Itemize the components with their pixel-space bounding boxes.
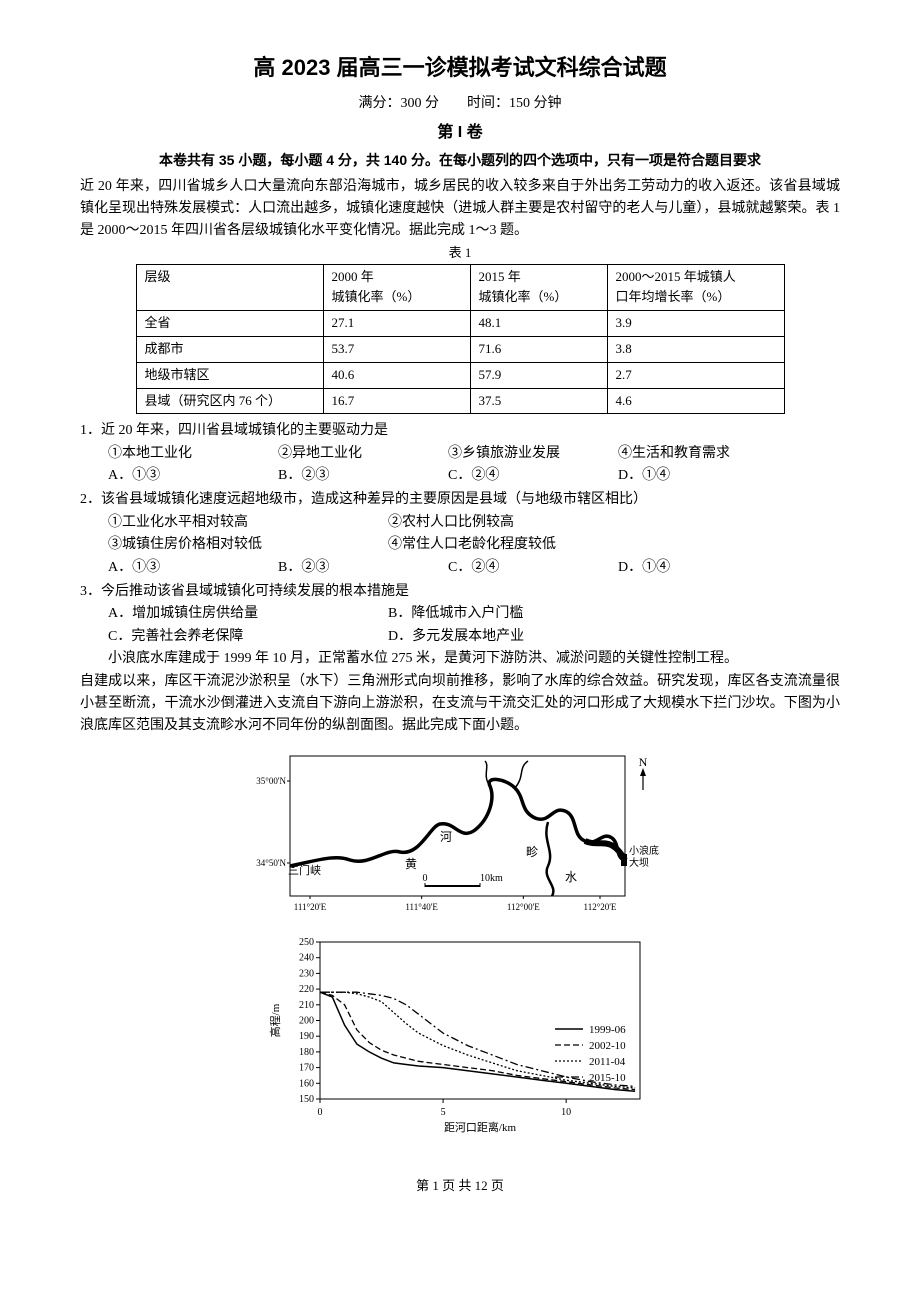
- svg-text:2002-10: 2002-10: [589, 1040, 626, 1052]
- svg-text:240: 240: [299, 953, 314, 964]
- svg-text:0: 0: [423, 873, 428, 884]
- th-growth: 2000～2015 年城镇人口年均增长率（%）: [607, 264, 784, 311]
- th-2000: 2000 年城镇化率（%）: [323, 264, 470, 311]
- svg-text:1999-06: 1999-06: [589, 1024, 626, 1036]
- svg-text:高程/m: 高程/m: [268, 1003, 282, 1037]
- q2-circle-2: ②农村人口比例较高: [388, 512, 668, 534]
- question-1: 1．近 20 年来，四川省县域城镇化的主要驱动力是 ①本地工业化 ②异地工业化 …: [80, 420, 840, 487]
- svg-text:大坝: 大坝: [629, 856, 649, 869]
- table-row: 层级 2000 年城镇化率（%） 2015 年城镇化率（%） 2000～2015…: [136, 264, 784, 311]
- svg-text:10km: 10km: [480, 873, 503, 884]
- q3-option-b: B．降低城市入户门槛: [388, 603, 668, 625]
- q2-option-c: C．②④: [448, 557, 618, 579]
- figure-area: 35°00'N 34°50'N 111°20'E 111°40'E 112°00'E 11…: [80, 746, 840, 1158]
- q2-circle-3: ③城镇住房价格相对较低: [108, 534, 388, 556]
- q1-option-d: D．①④: [618, 465, 788, 487]
- q2-circle-4: ④常住人口老龄化程度较低: [388, 534, 668, 556]
- q3-stem: 3．今后推动该省县域城镇化可持续发展的根本措施是: [80, 581, 840, 603]
- question-3: 3．今后推动该省县域城镇化可持续发展的根本措施是 A．增加城镇住房供给量 B．降…: [80, 581, 840, 648]
- passage-1: 近 20 年来，四川省城乡人口大量流向东部沿海城市，城乡居民的收入较多来自于外出…: [80, 176, 840, 243]
- page-title: 高 2023 届高三一诊模拟考试文科综合试题: [80, 50, 840, 85]
- passage-2: 小浪底水库建成于 1999 年 10 月，正常蓄水位 275 米，是黄河下游防洪…: [80, 648, 840, 738]
- q2-option-d: D．①④: [618, 557, 788, 579]
- question-2: 2．该省县域城镇化速度远超地级市，造成这种差异的主要原因是县域（与地级市辖区相比…: [80, 489, 840, 579]
- table-row: 成都市 53.7 71.6 3.8: [136, 336, 784, 362]
- page-footer: 第 1 页 共 12 页: [80, 1176, 840, 1197]
- svg-text:200: 200: [299, 1016, 314, 1027]
- q3-option-d: D．多元发展本地产业: [388, 626, 668, 648]
- table-row: 地级市辖区 40.6 57.9 2.7: [136, 362, 784, 388]
- svg-text:170: 170: [299, 1063, 314, 1074]
- q1-circle-3: ③乡镇旅游业发展: [448, 443, 618, 465]
- q2-stem: 2．该省县域城镇化速度远超地级市，造成这种差异的主要原因是县域（与地级市辖区相比…: [80, 489, 840, 511]
- svg-text:距河口距离/km: 距河口距离/km: [444, 1120, 517, 1134]
- passage2-p2: 自建成以来，库区干流泥沙淤积呈（水下）三角洲形式向坝前推移，影响了水库的综合效益…: [80, 671, 840, 738]
- section-name: 第 I 卷: [80, 120, 840, 146]
- instructions: 本卷共有 35 小题，每小题 4 分，共 140 分。在每小题列的四个选项中，只…: [80, 149, 840, 171]
- q1-option-c: C．②④: [448, 465, 618, 487]
- svg-text:230: 230: [299, 969, 314, 980]
- svg-text:2011-04: 2011-04: [589, 1056, 626, 1068]
- svg-text:220: 220: [299, 984, 314, 995]
- table1-label: 表 1: [80, 243, 840, 264]
- svg-text:10: 10: [561, 1107, 571, 1118]
- table1: 层级 2000 年城镇化率（%） 2015 年城镇化率（%） 2000～2015…: [136, 264, 785, 415]
- svg-text:150: 150: [299, 1094, 314, 1105]
- svg-text:111°20'E: 111°20'E: [294, 902, 327, 912]
- svg-text:2015-10: 2015-10: [589, 1072, 626, 1084]
- svg-text:34°50'N: 34°50'N: [256, 858, 286, 868]
- svg-text:112°00'E: 112°00'E: [507, 902, 540, 912]
- profile-chart: 150 160 170 180 190 200 210 220 230 240 250 0 5 10 距河口…: [265, 934, 655, 1149]
- map-figure: 35°00'N 34°50'N 111°20'E 111°40'E 112°00'E 11…: [255, 746, 665, 926]
- q2-circle-1: ①工业化水平相对较高: [108, 512, 388, 534]
- svg-text:35°00'N: 35°00'N: [256, 776, 286, 786]
- q2-option-b: B．②③: [278, 557, 448, 579]
- svg-text:小浪底: 小浪底: [629, 844, 659, 857]
- q1-circle-1: ①本地工业化: [108, 443, 278, 465]
- svg-text:N: N: [639, 755, 648, 769]
- q3-option-a: A．增加城镇住房供给量: [108, 603, 388, 625]
- svg-text:112°20'E: 112°20'E: [584, 902, 617, 912]
- svg-text:畛: 畛: [526, 844, 538, 859]
- svg-text:210: 210: [299, 1000, 314, 1011]
- svg-text:190: 190: [299, 1031, 314, 1042]
- svg-text:河: 河: [440, 830, 452, 844]
- th-level: 层级: [136, 264, 323, 311]
- svg-text:0: 0: [318, 1107, 323, 1118]
- q1-circle-2: ②异地工业化: [278, 443, 448, 465]
- svg-text:5: 5: [441, 1107, 446, 1118]
- exam-meta: 满分：300 分 时间：150 分钟: [80, 93, 840, 115]
- svg-text:250: 250: [299, 937, 314, 948]
- q1-circle-4: ④生活和教育需求: [618, 443, 788, 465]
- svg-text:111°40'E: 111°40'E: [405, 902, 438, 912]
- q1-option-b: B．②③: [278, 465, 448, 487]
- q2-option-a: A．①③: [108, 557, 278, 579]
- svg-text:黄: 黄: [405, 857, 417, 871]
- svg-text:水: 水: [565, 870, 577, 884]
- th-2015: 2015 年城镇化率（%）: [470, 264, 607, 311]
- table-row: 全省 27.1 48.1 3.9: [136, 311, 784, 337]
- q1-option-a: A．①③: [108, 465, 278, 487]
- q3-option-c: C．完善社会养老保障: [108, 626, 388, 648]
- passage2-p1: 小浪底水库建成于 1999 年 10 月，正常蓄水位 275 米，是黄河下游防洪…: [80, 648, 840, 670]
- q1-stem: 1．近 20 年来，四川省县域城镇化的主要驱动力是: [80, 420, 840, 442]
- table-row: 县域（研究区内 76 个） 16.7 37.5 4.6: [136, 388, 784, 414]
- svg-text:180: 180: [299, 1047, 314, 1058]
- svg-text:160: 160: [299, 1078, 314, 1089]
